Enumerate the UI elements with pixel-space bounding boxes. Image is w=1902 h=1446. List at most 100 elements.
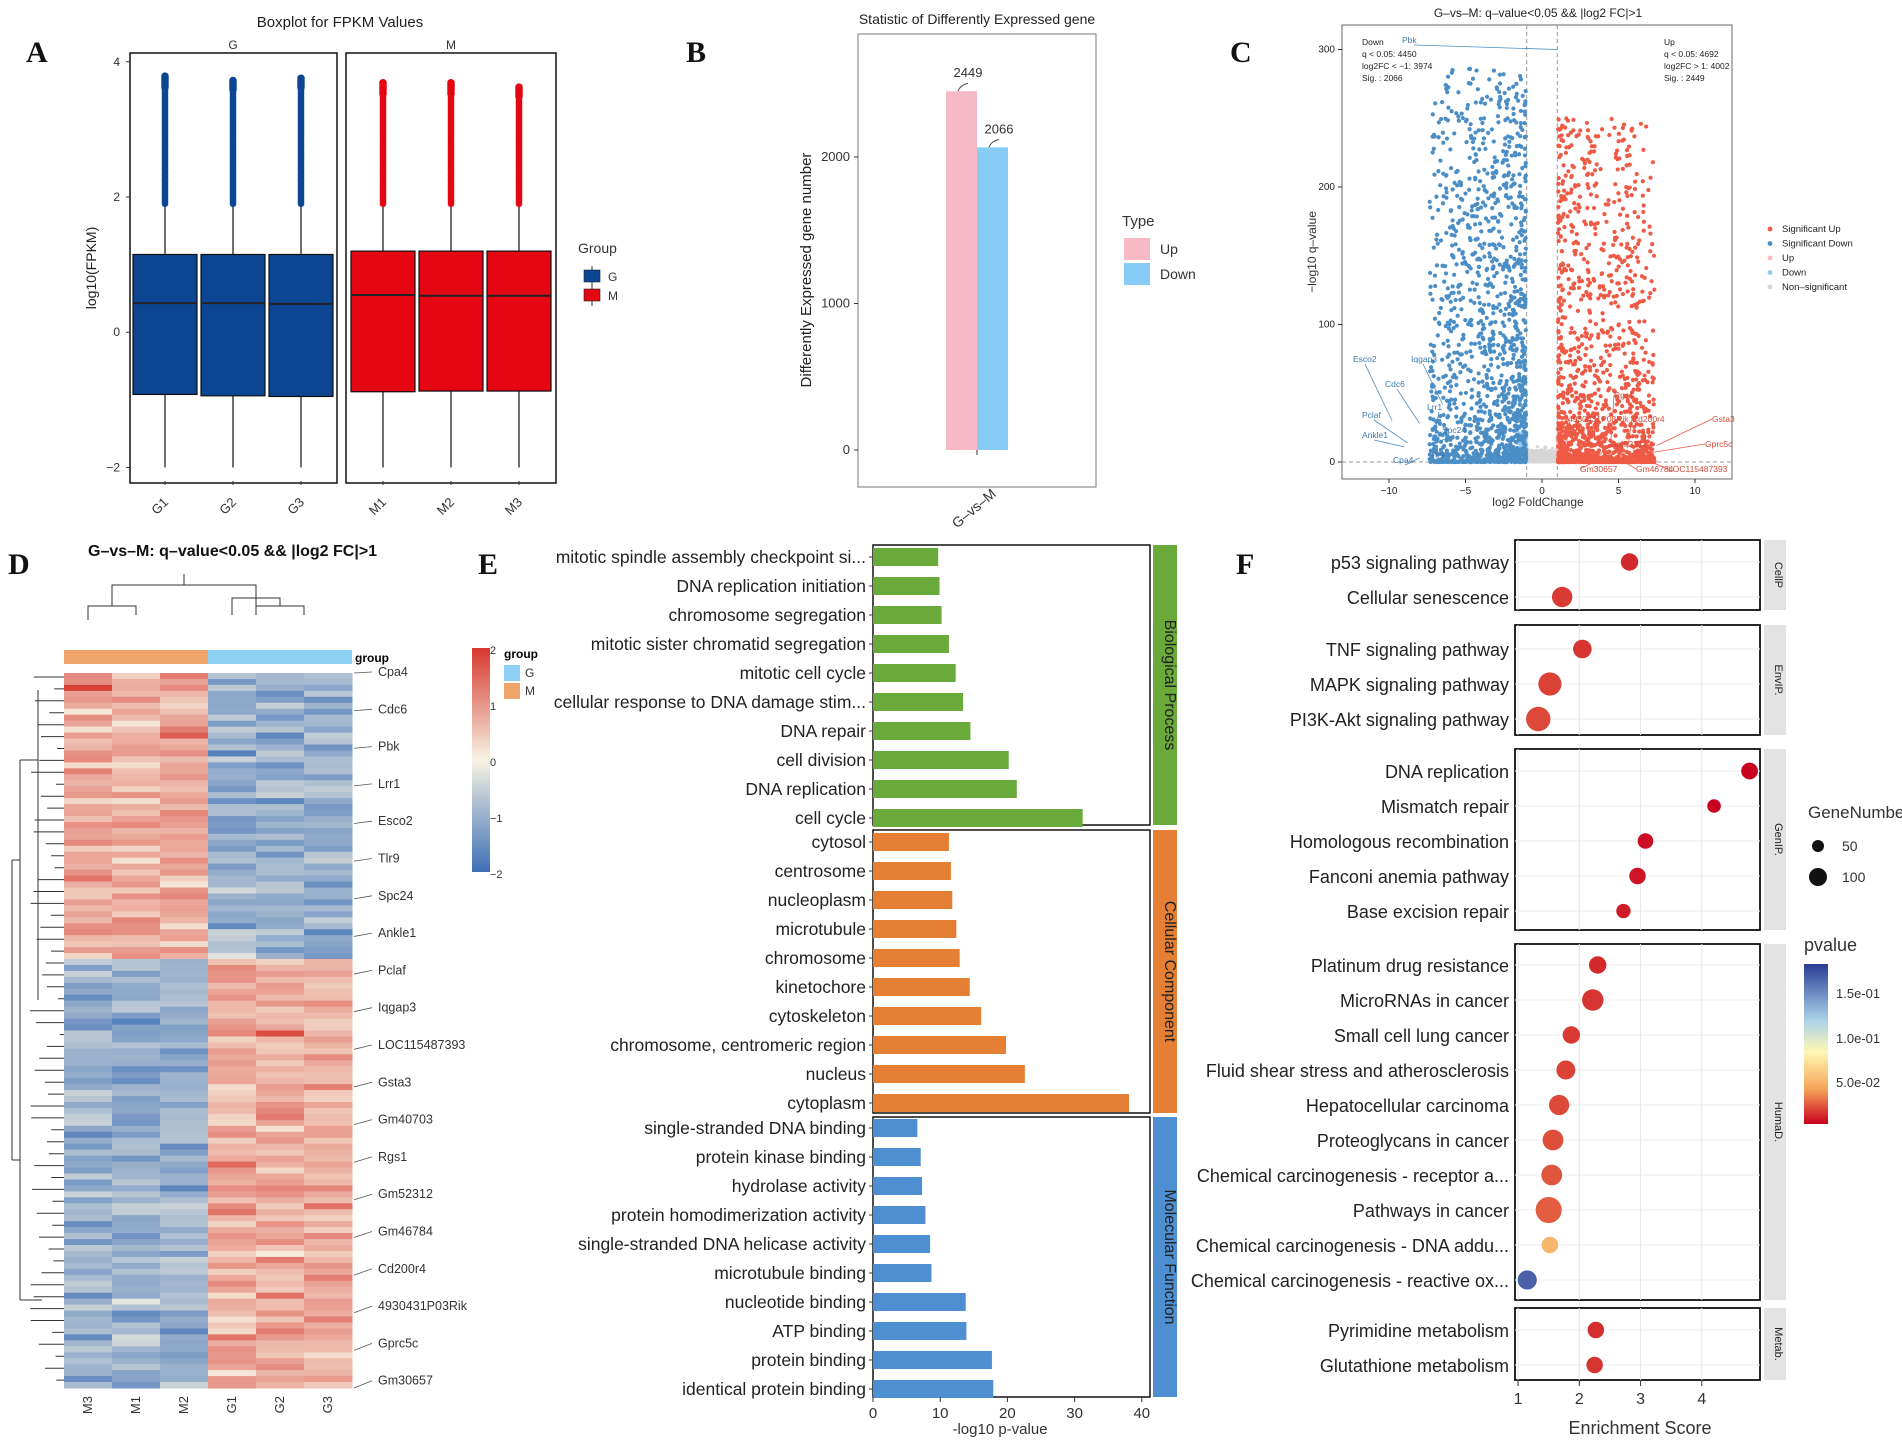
point-sig-down <box>1444 84 1449 89</box>
point-sig-down <box>1518 419 1524 424</box>
point-sig-down <box>1489 376 1494 381</box>
point-sig-down <box>1443 271 1449 276</box>
point-sig-up <box>1602 439 1607 444</box>
point-sig-up <box>1573 374 1579 379</box>
point-sig-down <box>1456 283 1462 288</box>
point-sig-down <box>1461 414 1466 419</box>
point-sig-down <box>1472 414 1477 420</box>
point-sig-down <box>1520 166 1525 171</box>
point-sig-up <box>1598 394 1603 399</box>
point-sig-down <box>1498 378 1503 384</box>
point-sig-down <box>1506 409 1512 414</box>
point-sig-down <box>1515 289 1520 294</box>
point-sig-down <box>1450 284 1455 289</box>
point-sig-up <box>1624 221 1630 226</box>
chart-a-y-ticks: 420−2 <box>106 55 130 474</box>
point-sig-down <box>1474 424 1479 429</box>
point-sig-down <box>1434 237 1439 242</box>
x-tick-label: M1 <box>366 495 389 518</box>
point-sig-down <box>1484 381 1490 387</box>
point-sig-down <box>1465 212 1470 217</box>
point-sig-up <box>1620 206 1626 211</box>
panel-a: A Boxplot for FPKM Values G M log10(FPKM… <box>26 14 618 518</box>
point-sig-down <box>1490 330 1495 335</box>
point-sig-up <box>1639 404 1644 409</box>
point-sig-down <box>1498 330 1503 336</box>
point-sig-up <box>1632 186 1638 192</box>
point-sig-up <box>1636 241 1641 247</box>
point-sig-down <box>1523 258 1528 264</box>
point-sig-down <box>1484 436 1489 442</box>
point-sig-down <box>1476 273 1482 278</box>
point-sig-down <box>1517 172 1522 177</box>
point-sig-down <box>1429 409 1434 414</box>
point-sig-down <box>1523 164 1528 169</box>
point-sig-down <box>1476 206 1481 212</box>
point-sig-down <box>1463 422 1468 428</box>
point-sig-up <box>1634 171 1639 177</box>
point-sig-down <box>1431 397 1436 403</box>
point-sig-down <box>1522 363 1527 368</box>
chart-a-legend: Group G M <box>578 240 618 306</box>
point-sig-down <box>1508 294 1514 299</box>
point-sig-up <box>1585 267 1590 273</box>
chart-b-frame <box>857 33 1097 488</box>
point-sig-down <box>1431 146 1436 151</box>
point-sig-down <box>1469 341 1474 346</box>
point-sig-up <box>1558 366 1563 371</box>
point-sig-down <box>1523 112 1528 117</box>
point-sig-up <box>1649 279 1654 284</box>
point-sig-down <box>1507 311 1512 317</box>
point-sig-up <box>1586 171 1591 176</box>
point-sig-up <box>1616 304 1621 309</box>
point-sig-down <box>1491 304 1496 309</box>
point-sig-down <box>1514 144 1519 149</box>
point-sig-down <box>1455 420 1460 425</box>
point-sig-up <box>1557 127 1562 132</box>
point-sig-down <box>1515 131 1520 136</box>
point-nonsig <box>1534 457 1538 461</box>
point-sig-down <box>1453 397 1458 402</box>
point-sig-down <box>1460 217 1465 222</box>
point-sig-down <box>1504 450 1509 455</box>
point-sig-down <box>1489 458 1494 464</box>
point-sig-down <box>1476 187 1481 192</box>
point-sig-down <box>1482 167 1487 172</box>
point-sig-down <box>1510 136 1515 141</box>
point-sig-down <box>1432 352 1437 357</box>
point-sig-up <box>1601 330 1606 335</box>
point-sig-down <box>1502 445 1507 450</box>
point-sig-down <box>1503 336 1508 341</box>
point-sig-up <box>1603 343 1608 348</box>
data-label-leader <box>957 82 969 92</box>
point-sig-down <box>1432 434 1437 439</box>
point-sig-down <box>1464 350 1469 355</box>
point-sig-down <box>1441 412 1446 418</box>
point-sig-down <box>1523 197 1528 202</box>
point-sig-down <box>1467 416 1472 422</box>
point-sig-down <box>1517 402 1523 407</box>
point-nonsig <box>1547 448 1551 453</box>
point-sig-up <box>1557 266 1562 271</box>
point-sig-down <box>1470 280 1475 285</box>
point-nonsig <box>1545 455 1550 459</box>
point-sig-up <box>1560 288 1565 293</box>
point-sig-down <box>1513 95 1519 100</box>
x-tick-label: G3 <box>284 495 307 518</box>
point-sig-down <box>1492 451 1498 456</box>
point-sig-up <box>1635 405 1640 411</box>
point-sig-down <box>1517 230 1522 235</box>
point-sig-down <box>1459 111 1464 116</box>
point-sig-down <box>1463 435 1468 441</box>
bar-up <box>946 91 977 450</box>
point-nonsig <box>1550 454 1554 458</box>
point-sig-down <box>1469 135 1474 141</box>
point-sig-down <box>1428 291 1433 296</box>
point-sig-down <box>1454 323 1459 328</box>
point-sig-down <box>1455 168 1460 174</box>
point-sig-down <box>1470 139 1476 145</box>
point-sig-down <box>1437 310 1442 316</box>
point-sig-up <box>1648 414 1653 419</box>
point-sig-down <box>1430 427 1435 432</box>
